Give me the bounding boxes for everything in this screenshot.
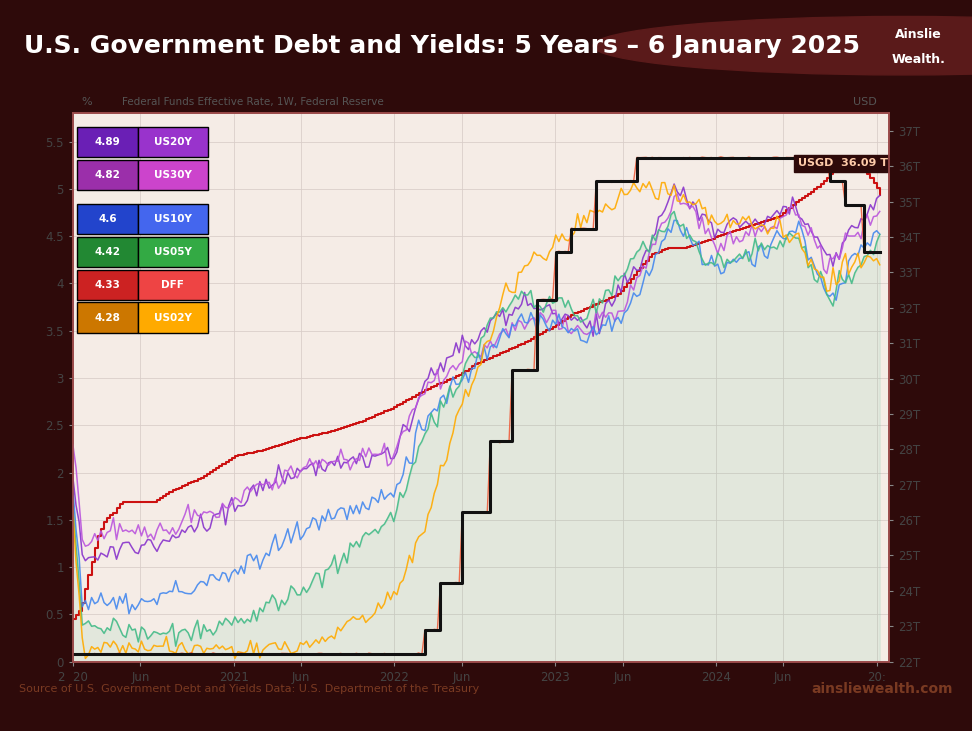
Text: Ainslie: Ainslie	[895, 29, 942, 41]
Text: U.S. Government Debt and Yields: 5 Years – 6 January 2025: U.S. Government Debt and Yields: 5 Years…	[24, 34, 860, 58]
Text: Source of U.S. Government Debt and Yields Data: U.S. Department of the Treasury: Source of U.S. Government Debt and Yield…	[19, 684, 480, 694]
FancyBboxPatch shape	[77, 204, 138, 234]
FancyBboxPatch shape	[77, 270, 138, 300]
FancyBboxPatch shape	[138, 303, 208, 333]
Text: Wealth.: Wealth.	[891, 53, 946, 66]
Text: 4.33: 4.33	[94, 280, 121, 289]
Text: 4.42: 4.42	[94, 247, 121, 257]
FancyBboxPatch shape	[138, 270, 208, 300]
Text: USGD  36.09 T: USGD 36.09 T	[798, 158, 887, 168]
FancyBboxPatch shape	[138, 204, 208, 234]
Text: %: %	[81, 97, 91, 107]
Text: US30Y: US30Y	[154, 170, 191, 180]
Text: 4.89: 4.89	[94, 137, 121, 147]
Text: US05Y: US05Y	[154, 247, 191, 257]
Text: ainsliewealth.com: ainsliewealth.com	[811, 682, 953, 697]
Text: 4.82: 4.82	[94, 170, 121, 180]
Circle shape	[593, 16, 972, 75]
Text: US20Y: US20Y	[154, 137, 191, 147]
FancyBboxPatch shape	[138, 237, 208, 267]
FancyBboxPatch shape	[77, 127, 138, 157]
Text: Federal Funds Effective Rate, 1W, Federal Reserve: Federal Funds Effective Rate, 1W, Federa…	[122, 97, 384, 107]
Text: US10Y: US10Y	[154, 214, 191, 224]
Text: USD: USD	[853, 97, 877, 107]
FancyBboxPatch shape	[77, 160, 138, 190]
Text: 4.6: 4.6	[98, 214, 117, 224]
Text: US02Y: US02Y	[154, 313, 191, 322]
FancyBboxPatch shape	[77, 303, 138, 333]
Text: DFF: DFF	[161, 280, 185, 289]
Text: 4.28: 4.28	[94, 313, 121, 322]
FancyBboxPatch shape	[77, 237, 138, 267]
FancyBboxPatch shape	[138, 127, 208, 157]
FancyBboxPatch shape	[138, 160, 208, 190]
